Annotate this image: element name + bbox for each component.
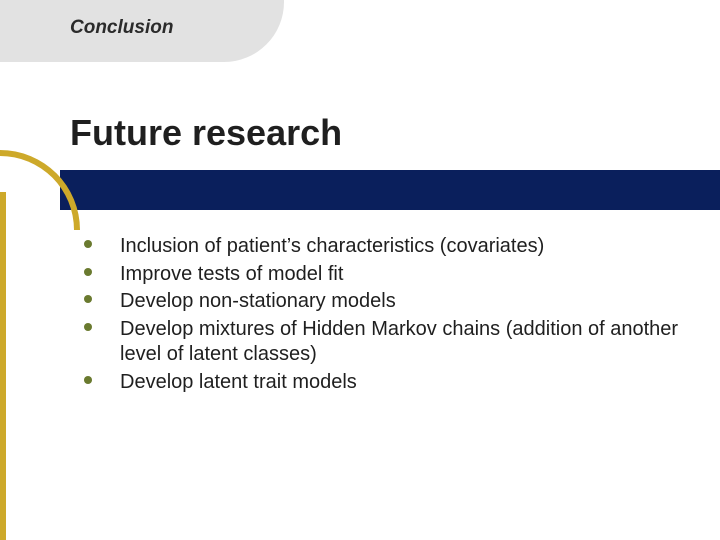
bullet-list: Inclusion of patient’s characteristics (… bbox=[84, 234, 680, 398]
left-accent-line bbox=[0, 192, 6, 540]
list-item-text: Develop non-stationary models bbox=[120, 290, 396, 312]
list-item-text: Inclusion of patient’s characteristics (… bbox=[120, 235, 544, 257]
list-item-text: Develop latent trait models bbox=[120, 371, 357, 393]
list-item: Develop non-stationary models bbox=[84, 289, 680, 315]
title-band-curve bbox=[0, 150, 80, 230]
list-item: Inclusion of patient’s characteristics (… bbox=[84, 234, 680, 260]
title-band bbox=[0, 170, 720, 210]
list-item-text: Improve tests of model fit bbox=[120, 263, 343, 285]
list-item: Improve tests of model fit bbox=[84, 262, 680, 288]
section-label: Conclusion bbox=[70, 17, 173, 39]
title-band-rect bbox=[60, 170, 720, 210]
list-item: Develop latent trait models bbox=[84, 370, 680, 396]
list-item-text: Develop mixtures of Hidden Markov chains… bbox=[120, 318, 678, 366]
list-item: Develop mixtures of Hidden Markov chains… bbox=[84, 317, 680, 368]
slide-title: Future research bbox=[70, 112, 342, 154]
slide: Conclusion Future research Inclusion of … bbox=[0, 0, 720, 540]
